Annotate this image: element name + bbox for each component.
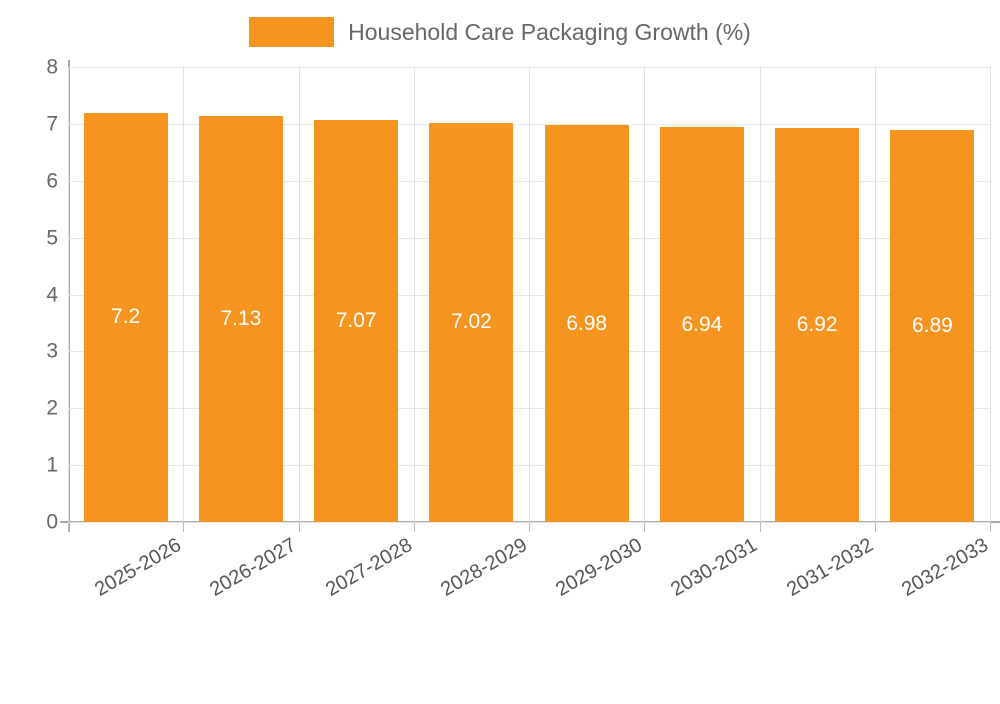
legend-color-swatch <box>249 17 335 47</box>
vertical-gridline <box>299 67 300 522</box>
x-axis-tick-mark <box>644 522 645 532</box>
bar[interactable] <box>198 116 283 522</box>
bar-value-label: 6.98 <box>566 311 608 335</box>
vertical-gridline <box>414 67 415 522</box>
x-axis-tick-mark <box>299 522 300 532</box>
bar-value-label: 7.02 <box>450 310 492 334</box>
y-axis-tick-label: 7 <box>46 112 58 136</box>
vertical-gridline <box>875 67 876 522</box>
bar-value-label: 6.89 <box>911 314 953 338</box>
y-axis-tick-label: 6 <box>46 169 58 193</box>
x-axis-tick-mark <box>414 522 415 532</box>
bar-group[interactable]: 6.98 <box>544 67 629 522</box>
vertical-gridline <box>990 67 991 522</box>
bar[interactable] <box>544 125 629 522</box>
y-axis-line <box>68 60 70 532</box>
bar[interactable] <box>659 127 744 522</box>
bar-group[interactable]: 7.2 <box>83 67 168 522</box>
bar-group[interactable]: 7.07 <box>314 67 399 522</box>
bar-value-label: 6.92 <box>796 313 838 337</box>
vertical-gridline <box>760 67 761 522</box>
y-axis-tick-label: 2 <box>46 396 58 420</box>
bar-value-label: 7.07 <box>335 308 377 332</box>
bar-group[interactable]: 6.89 <box>890 67 975 522</box>
y-axis-tick-label: 3 <box>46 339 58 363</box>
x-axis-tick-mark <box>875 522 876 532</box>
bar[interactable] <box>429 122 514 522</box>
y-axis-tick-label: 0 <box>46 510 58 534</box>
x-axis-tick-mark <box>183 522 184 532</box>
legend-label: Household Care Packaging Growth (%) <box>348 18 751 45</box>
x-axis-tick-mark <box>529 522 530 532</box>
bar-value-label: 7.2 <box>111 305 141 329</box>
bar-chart: Household Care Packaging Growth (%) 8 7 6 5… <box>0 14 1000 601</box>
bar[interactable] <box>775 128 860 522</box>
vertical-gridline <box>68 67 69 522</box>
vertical-gridline <box>183 67 184 522</box>
x-axis-tick-mark <box>990 522 991 532</box>
y-axis-tick-labels: 8 7 6 5 4 3 2 1 0 <box>0 57 58 533</box>
bar-group[interactable]: 6.94 <box>659 67 744 522</box>
chart-legend: Household Care Packaging Growth (%) <box>0 14 1000 50</box>
x-axis-tick-mark <box>760 522 761 532</box>
bar[interactable] <box>314 119 399 522</box>
vertical-gridline <box>529 67 530 522</box>
y-axis-tick-label: 5 <box>46 226 58 250</box>
legend-item[interactable]: Household Care Packaging Growth (%) <box>249 17 751 47</box>
bar-value-label: 6.94 <box>681 312 723 336</box>
vertical-gridline <box>644 67 645 522</box>
bar[interactable] <box>890 130 975 522</box>
y-axis-tick-label: 4 <box>46 283 58 306</box>
bar-value-label: 7.13 <box>220 307 262 331</box>
bar-group[interactable]: 6.92 <box>775 67 860 522</box>
bar-group[interactable]: 7.02 <box>429 67 514 522</box>
bar-group[interactable]: 7.13 <box>198 67 283 522</box>
bar[interactable] <box>83 112 168 522</box>
y-axis-tick-label: 8 <box>46 55 58 79</box>
y-axis-tick-label: 1 <box>46 453 58 477</box>
plot-area: 7.2 7.13 7.07 7.02 6.98 6.94 6.92 6.89 <box>68 67 991 523</box>
x-axis-tick-mark <box>68 522 69 532</box>
